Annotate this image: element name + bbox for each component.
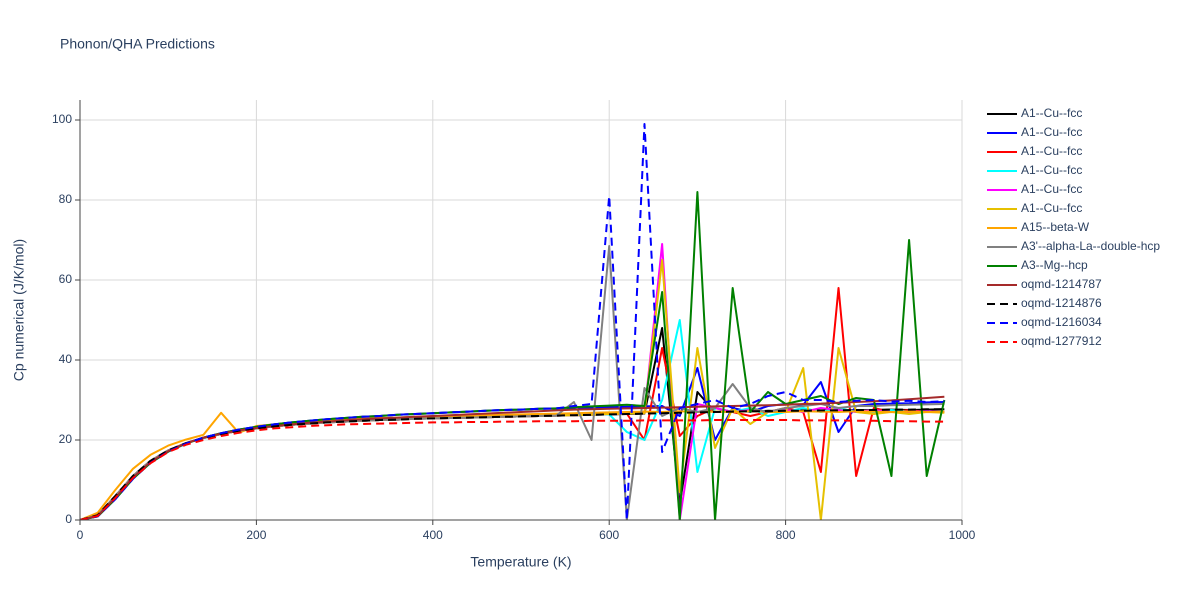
x-tick-label: 1000 [949,528,976,542]
y-tick-label: 0 [65,512,72,526]
x-tick-label: 400 [423,528,443,542]
series-line [80,367,945,520]
legend-label[interactable]: A3'--alpha-La--double-hcp [1021,239,1160,253]
y-tick-label: 100 [52,112,72,126]
legend-label[interactable]: A1--Cu--fcc [1021,201,1082,215]
series-line [80,410,945,520]
y-tick-label: 60 [59,272,73,286]
x-axis-title: Temperature (K) [470,554,571,570]
y-tick-label: 80 [59,192,73,206]
legend-label[interactable]: A3--Mg--hcp [1021,258,1088,272]
series-line [80,123,945,520]
legend-label[interactable]: oqmd-1216034 [1021,315,1102,329]
legend-label[interactable]: oqmd-1214876 [1021,296,1102,310]
legend-label[interactable]: A1--Cu--fcc [1021,144,1082,158]
grid: 0 200 400 600 800 1000 0 20 40 60 80 100 [52,100,976,542]
legend-label[interactable]: A1--Cu--fcc [1021,106,1082,120]
legend-label[interactable]: oqmd-1277912 [1021,334,1102,348]
legend-label[interactable]: A1--Cu--fcc [1021,163,1082,177]
x-tick-label: 200 [246,528,266,542]
series-line [80,419,945,520]
legend-label[interactable]: A1--Cu--fcc [1021,182,1082,196]
series-line [80,245,945,520]
y-tick-label: 20 [59,432,73,446]
chart-title: Phonon/QHA Predictions [60,36,215,52]
series-line [80,327,945,520]
x-tick-label: 800 [776,528,796,542]
legend: A1--Cu--fcc A1--Cu--fcc A1--Cu--fcc A1--Cu-… [987,106,1160,348]
legend-label[interactable]: A15--beta-W [1021,220,1090,234]
legend-label[interactable]: oqmd-1214787 [1021,277,1102,291]
series-line [80,243,945,520]
series-line [80,319,945,520]
plot-area [80,123,946,520]
y-tick-label: 40 [59,352,73,366]
legend-label[interactable]: A1--Cu--fcc [1021,125,1082,139]
x-tick-label: 0 [77,528,84,542]
y-axis-title: Cp numerical (J/K/mol) [11,239,27,381]
x-tick-label: 600 [599,528,619,542]
